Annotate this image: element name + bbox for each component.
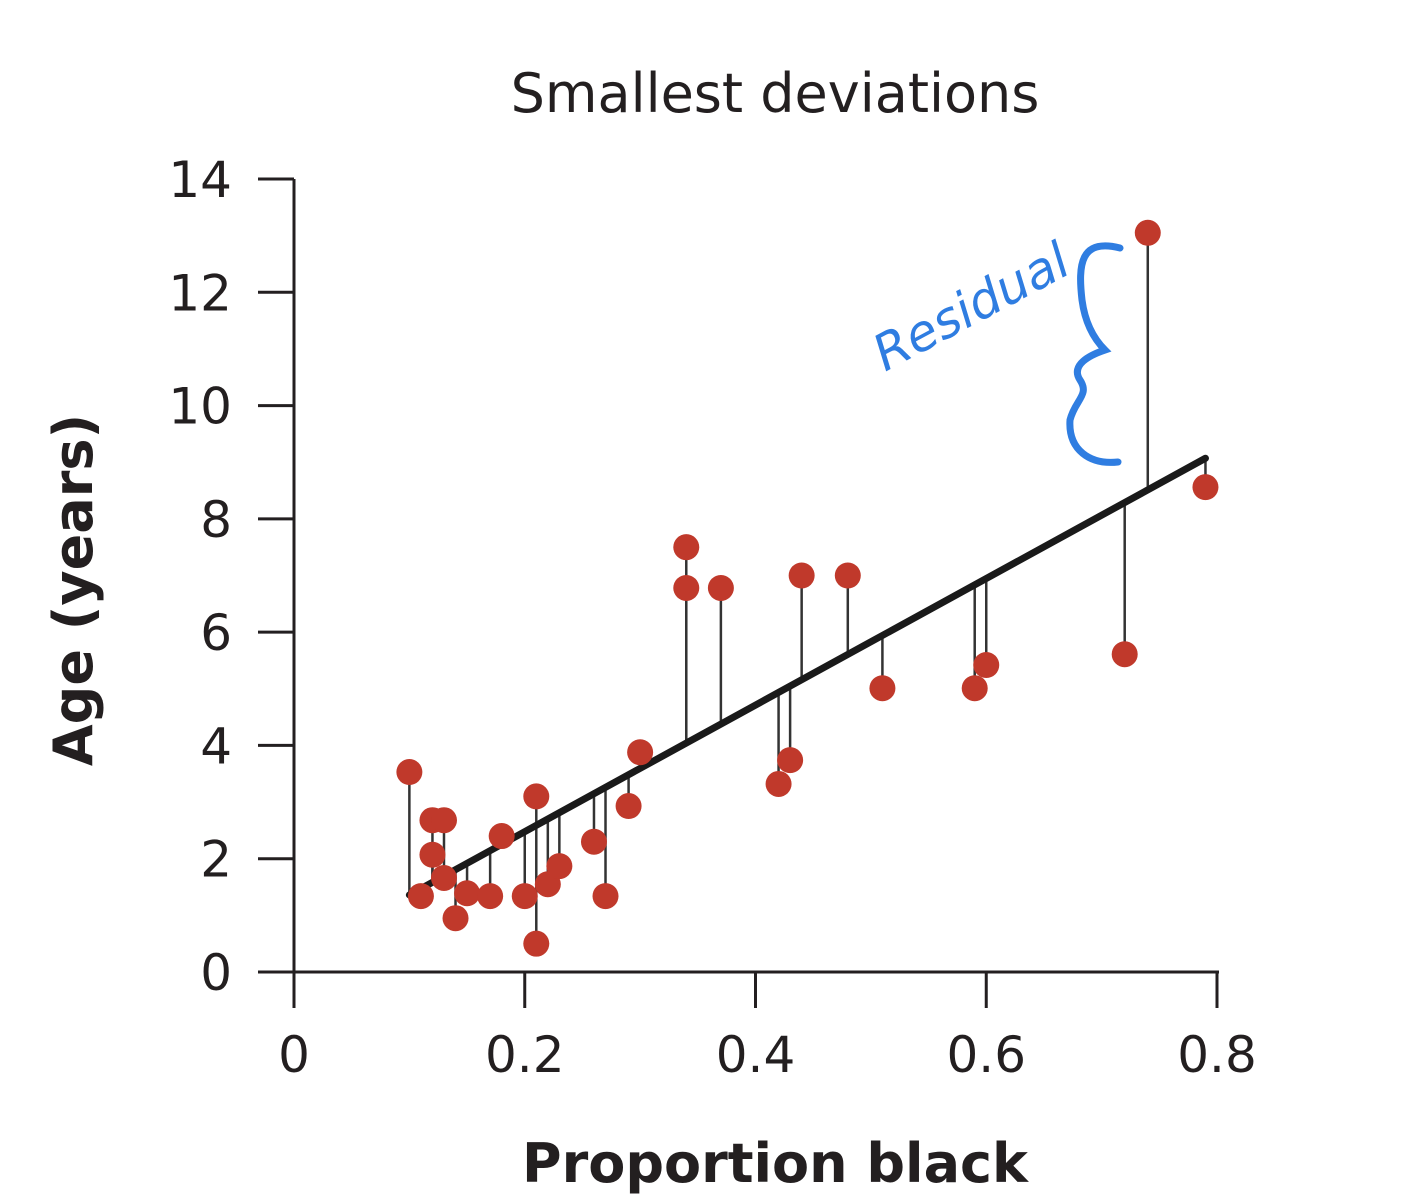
data-point	[1111, 641, 1138, 668]
data-point	[523, 783, 550, 810]
data-point	[615, 793, 642, 820]
data-point	[777, 747, 804, 774]
y-tick-label: 14	[168, 151, 232, 209]
y-tick-label: 8	[200, 491, 232, 549]
y-tick-label: 6	[200, 604, 232, 662]
x-tick-label: 0.6	[946, 1026, 1026, 1084]
data-point	[1134, 219, 1161, 246]
y-tick-label: 0	[200, 944, 232, 1002]
x-tick-label: 0.8	[1177, 1026, 1257, 1084]
residual-annotation: Residual	[863, 231, 1124, 466]
curly-brace-icon	[1066, 242, 1124, 466]
data-point	[546, 853, 573, 880]
data-point	[673, 534, 700, 561]
y-tick-label: 2	[200, 831, 232, 889]
data-point	[627, 739, 654, 766]
data-point	[834, 562, 861, 589]
data-point	[407, 883, 434, 910]
data-point	[961, 675, 988, 702]
data-point	[454, 880, 481, 907]
residual-annotation-text: Residual	[863, 231, 1079, 382]
data-point	[511, 883, 538, 910]
x-axis-label: Proportion black	[522, 1132, 1029, 1195]
data-point	[442, 905, 469, 932]
data-point	[477, 883, 504, 910]
x-tick-label: 0.2	[485, 1026, 565, 1084]
residual-lines	[408, 232, 1207, 944]
fit-line	[405, 454, 1209, 899]
data-point	[523, 930, 550, 957]
data-point	[788, 562, 815, 589]
data-point	[419, 841, 446, 868]
y-tick-label: 12	[168, 264, 232, 322]
data-point	[673, 574, 700, 601]
data-point	[973, 651, 1000, 678]
data-point	[488, 823, 515, 850]
data-point	[707, 574, 734, 601]
data-point	[765, 770, 792, 797]
data-point	[430, 864, 457, 891]
data-point	[1192, 474, 1219, 501]
data-point	[396, 759, 423, 786]
x-tick-label: 0	[278, 1026, 310, 1084]
data-point	[592, 883, 619, 910]
data-point	[580, 828, 607, 855]
y-tick-label: 10	[168, 378, 232, 436]
data-point	[430, 807, 457, 834]
data-point	[869, 675, 896, 702]
data-points	[396, 219, 1219, 957]
fit-line-group	[405, 454, 1209, 899]
chart-title: Smallest deviations	[511, 62, 1040, 125]
x-tick-label: 0.4	[716, 1026, 796, 1084]
y-axis-label: Age (years)	[42, 414, 105, 766]
axes: 0 2 4 6 8 10 12 14 0 0.2 0.4 0.6 0.8	[168, 151, 1256, 1084]
y-tick-label: 4	[200, 717, 232, 775]
